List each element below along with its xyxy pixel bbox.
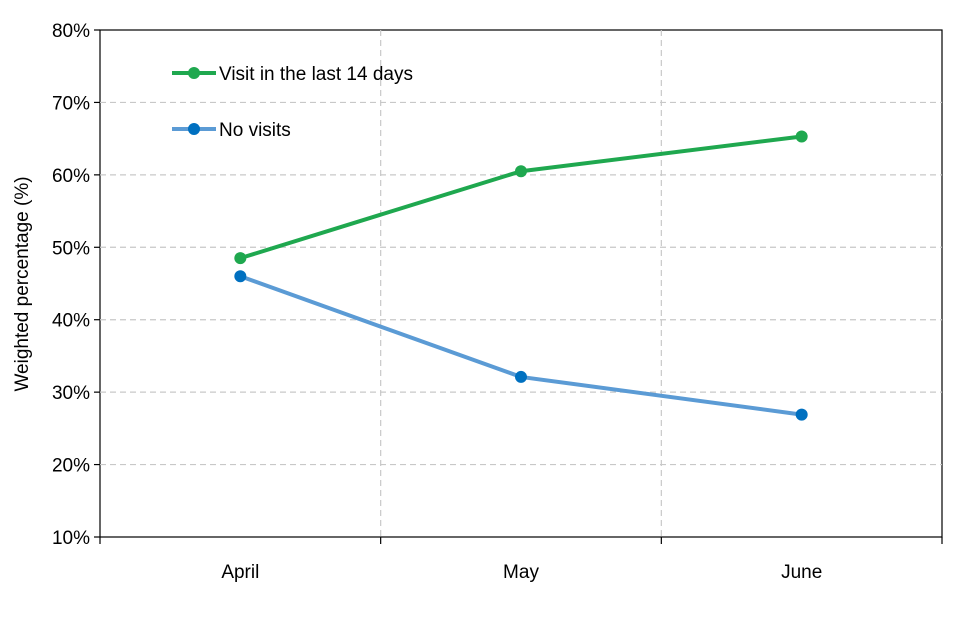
legend-label-no-visits: No visits [219, 120, 291, 141]
x-tick-label: April [221, 562, 259, 583]
y-tick-label: 40% [52, 311, 90, 332]
legend-label-visit: Visit in the last 14 days [219, 64, 413, 85]
series-1-point [515, 370, 527, 383]
legend-marker-visit [188, 67, 200, 79]
y-tick-label: 10% [52, 528, 90, 549]
y-tick-label: 50% [52, 238, 90, 259]
x-tick-label: June [781, 562, 822, 583]
legend: Visit in the last 14 days No visits [172, 64, 413, 141]
y-tick-label: 70% [52, 93, 90, 114]
y-tick-label: 30% [52, 383, 90, 404]
series-layer [234, 130, 808, 421]
y-tick-label: 80% [52, 21, 90, 42]
series-line-0 [239, 134, 802, 261]
y-tick-label: 20% [52, 456, 90, 477]
x-axis-ticks: April May June [99, 537, 943, 583]
y-axis-title: Weighted percentage (%) [12, 176, 33, 391]
series-1-point [234, 270, 247, 283]
plot-area [99, 29, 943, 538]
legend-marker-no-visits [188, 123, 200, 135]
horizontal-gridlines [100, 101, 942, 466]
series-0-point [795, 130, 808, 143]
y-tick-label: 60% [52, 166, 90, 187]
series-1-point [795, 408, 808, 421]
vertical-gridlines [380, 30, 662, 537]
series-line-1 [239, 274, 802, 417]
series-0-point [234, 252, 247, 265]
series-0-point [515, 165, 527, 178]
x-tick-label: May [503, 562, 539, 583]
y-axis-ticks: 10% 20% 30% 40% 50% 60% 70% 80% [52, 21, 100, 549]
